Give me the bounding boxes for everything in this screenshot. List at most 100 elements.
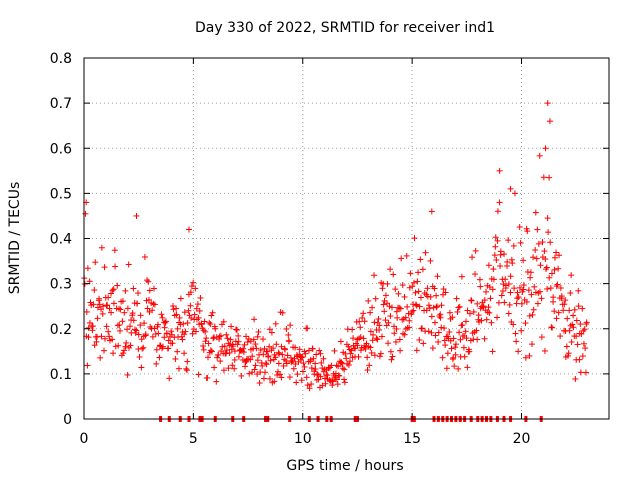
data-point	[304, 325, 311, 332]
data-point	[452, 341, 459, 348]
data-point	[342, 350, 349, 357]
data-point	[378, 333, 385, 340]
data-point	[542, 266, 549, 273]
data-point	[560, 307, 567, 314]
data-point	[328, 362, 335, 369]
data-point	[285, 331, 292, 338]
data-point	[163, 330, 170, 337]
data-point	[184, 358, 191, 365]
data-point	[96, 295, 103, 302]
data-point	[478, 317, 485, 324]
data-point	[322, 380, 329, 387]
data-point	[367, 344, 374, 351]
data-point	[409, 308, 416, 315]
data-point	[514, 295, 521, 302]
data-point	[195, 371, 202, 378]
data-point	[203, 335, 210, 342]
data-point	[388, 304, 395, 311]
data-point	[376, 353, 383, 360]
data-point	[162, 319, 169, 326]
data-point	[321, 375, 328, 382]
data-point	[582, 369, 589, 376]
data-point	[123, 339, 130, 346]
data-point	[204, 374, 211, 381]
data-point	[424, 285, 431, 292]
data-point-peak	[186, 226, 192, 233]
data-point	[346, 358, 353, 365]
data-point	[490, 276, 497, 283]
data-point	[94, 315, 101, 322]
data-point	[514, 289, 521, 296]
y-tick-label: 0.8	[50, 51, 72, 67]
data-point	[208, 312, 215, 319]
data-point	[84, 265, 91, 272]
data-point	[483, 288, 490, 295]
data-point	[92, 259, 99, 266]
data-point	[217, 358, 224, 365]
data-point	[242, 359, 249, 366]
data-point	[410, 307, 417, 314]
data-point	[144, 277, 151, 284]
data-point	[109, 287, 116, 294]
data-point	[293, 379, 300, 386]
data-point	[124, 305, 131, 312]
data-point	[254, 357, 261, 364]
data-point	[235, 353, 242, 360]
data-point	[538, 295, 545, 302]
data-point	[267, 357, 274, 364]
y-tick-labels: 0 0.1 0.2 0.3 0.4 0.5 0.6 0.7 0.8	[50, 51, 72, 428]
data-point	[500, 281, 507, 288]
data-point	[181, 331, 188, 338]
data-point	[110, 300, 117, 307]
data-point	[515, 348, 522, 355]
data-point	[283, 326, 290, 333]
data-point	[433, 292, 440, 299]
data-point	[548, 270, 555, 277]
data-point	[145, 296, 152, 303]
data-point	[489, 348, 496, 355]
data-point	[565, 350, 572, 357]
data-point	[276, 371, 283, 378]
axis-ticks	[83, 57, 609, 420]
data-point	[127, 323, 134, 330]
data-point	[412, 289, 419, 296]
data-point	[151, 301, 158, 308]
data-point	[98, 306, 105, 313]
data-point	[209, 309, 216, 316]
data-point	[121, 309, 128, 316]
data-point	[225, 365, 232, 372]
data-point	[481, 297, 488, 304]
data-point	[139, 345, 146, 352]
data-point	[539, 239, 546, 246]
data-point	[510, 321, 517, 328]
data-point	[141, 253, 148, 260]
data-point	[313, 351, 320, 358]
data-point	[220, 367, 227, 374]
data-point	[243, 333, 250, 340]
data-point	[476, 276, 483, 283]
data-point	[516, 223, 523, 230]
chart-title: Day 330 of 2022, SRMTID for receiver ind…	[195, 20, 495, 36]
data-point	[89, 323, 96, 330]
data-point	[427, 293, 434, 300]
data-point	[564, 315, 571, 322]
data-point	[450, 335, 457, 342]
data-point	[217, 332, 224, 339]
data-point	[395, 290, 402, 297]
data-point	[181, 350, 188, 357]
data-point	[534, 300, 541, 307]
data-point	[85, 324, 92, 331]
data-point	[399, 282, 406, 289]
data-point	[409, 283, 416, 290]
data-point	[531, 283, 538, 290]
data-point	[287, 322, 294, 329]
data-point	[573, 317, 580, 324]
data-point	[523, 298, 530, 305]
data-point	[513, 338, 520, 345]
data-point	[538, 334, 545, 341]
data-point	[439, 354, 446, 361]
data-point	[357, 334, 364, 341]
data-point	[290, 365, 297, 372]
data-point	[557, 285, 564, 292]
